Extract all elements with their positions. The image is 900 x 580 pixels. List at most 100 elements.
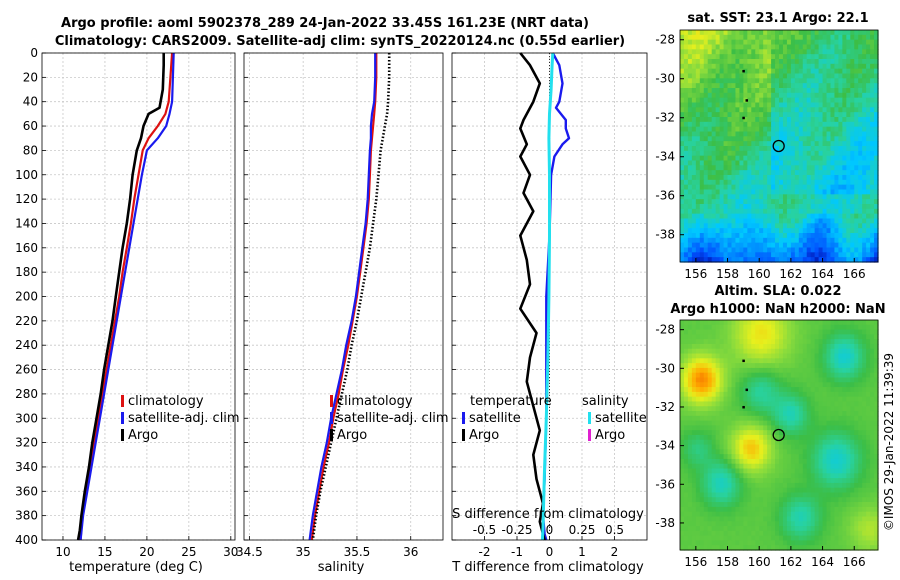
map-cell [794, 68, 800, 75]
map-cell [775, 391, 780, 398]
map-cell [846, 377, 851, 383]
map-cell [707, 320, 713, 326]
map-cell [806, 420, 812, 427]
map-cell [727, 516, 733, 522]
map-cell [814, 194, 820, 200]
map-cell [771, 204, 776, 210]
map-cell [794, 189, 800, 195]
map-cell [786, 320, 792, 326]
map-cell [699, 487, 705, 494]
map-cell [834, 363, 839, 369]
map-cell [779, 363, 784, 369]
map-cell [814, 530, 820, 537]
map-cell [838, 199, 843, 205]
map-cell [798, 396, 804, 403]
map-cell [802, 30, 808, 36]
map-cell [814, 54, 820, 60]
map-cell [755, 530, 760, 537]
map-cell [699, 179, 705, 186]
map-cell [771, 320, 776, 326]
map-cell [870, 73, 875, 79]
map-cell [866, 435, 871, 441]
map-cell [842, 121, 847, 128]
map-cell [822, 468, 828, 474]
map-cell [771, 396, 776, 403]
map-cell [874, 78, 879, 84]
map-cell [790, 223, 796, 229]
map-cell [826, 535, 832, 542]
map-cell [743, 435, 748, 441]
map-cell [767, 411, 772, 417]
map-cell [683, 343, 689, 350]
map-cell [695, 208, 701, 215]
map-cell [735, 165, 740, 171]
map-cell [755, 329, 760, 335]
map-cell [830, 415, 836, 422]
map-cell [739, 63, 744, 70]
map-cell [790, 329, 796, 335]
map-cell [711, 102, 717, 108]
map-cell [794, 391, 800, 398]
map-cell [782, 506, 788, 513]
map-cell [790, 406, 796, 412]
map-cell [858, 88, 863, 94]
map-cell [786, 415, 792, 422]
map-cell [680, 411, 685, 417]
map-cell [842, 372, 847, 379]
map-cell [850, 97, 855, 104]
map-cell [790, 68, 796, 75]
map-cell [739, 83, 744, 89]
map-cell [763, 170, 768, 176]
map-cell [683, 117, 689, 123]
map-cell [826, 78, 832, 84]
map-cell [711, 420, 717, 427]
map-cell [850, 155, 855, 162]
map-cell [798, 83, 804, 89]
map-cell [798, 112, 804, 118]
map-cell [850, 468, 855, 474]
map-cell [747, 444, 752, 450]
map-cell [814, 155, 820, 162]
map-cell [850, 406, 855, 412]
map-cell [874, 199, 879, 205]
map-cell [822, 324, 828, 331]
map-cell [858, 117, 863, 123]
map-cell [822, 458, 828, 465]
map-cell [782, 343, 788, 350]
map-cell [751, 223, 756, 229]
map-cell [743, 324, 748, 331]
map-cell [699, 540, 705, 546]
map-cell [695, 425, 701, 431]
map-cell [866, 401, 871, 407]
map-cell [842, 439, 847, 446]
map-cell [834, 136, 839, 142]
map-cell [802, 213, 808, 220]
map-cell [830, 353, 836, 359]
map-cell [854, 30, 859, 36]
map-cell [786, 363, 792, 369]
map-cell [838, 150, 843, 157]
map-cell [814, 377, 820, 383]
map-cell [695, 502, 701, 508]
map-cell [862, 482, 867, 489]
map-cell [731, 458, 737, 465]
map-cell [790, 34, 796, 41]
map-cell [842, 160, 847, 166]
map-cell [794, 387, 800, 393]
map-cell [707, 516, 713, 522]
map-cell [806, 126, 812, 133]
map-cell [870, 449, 875, 455]
map-cell [759, 30, 764, 36]
map-cell [699, 478, 705, 484]
map-cell [846, 482, 851, 489]
map-cell [771, 213, 776, 220]
map-cell [779, 497, 784, 503]
map-cell [739, 396, 744, 403]
map-cell [818, 242, 824, 249]
map-cell [707, 136, 713, 142]
map-cell [699, 530, 705, 537]
map-cell [727, 252, 733, 258]
map-cell [842, 218, 847, 224]
map-cell [850, 502, 855, 508]
map-cell [699, 126, 705, 133]
